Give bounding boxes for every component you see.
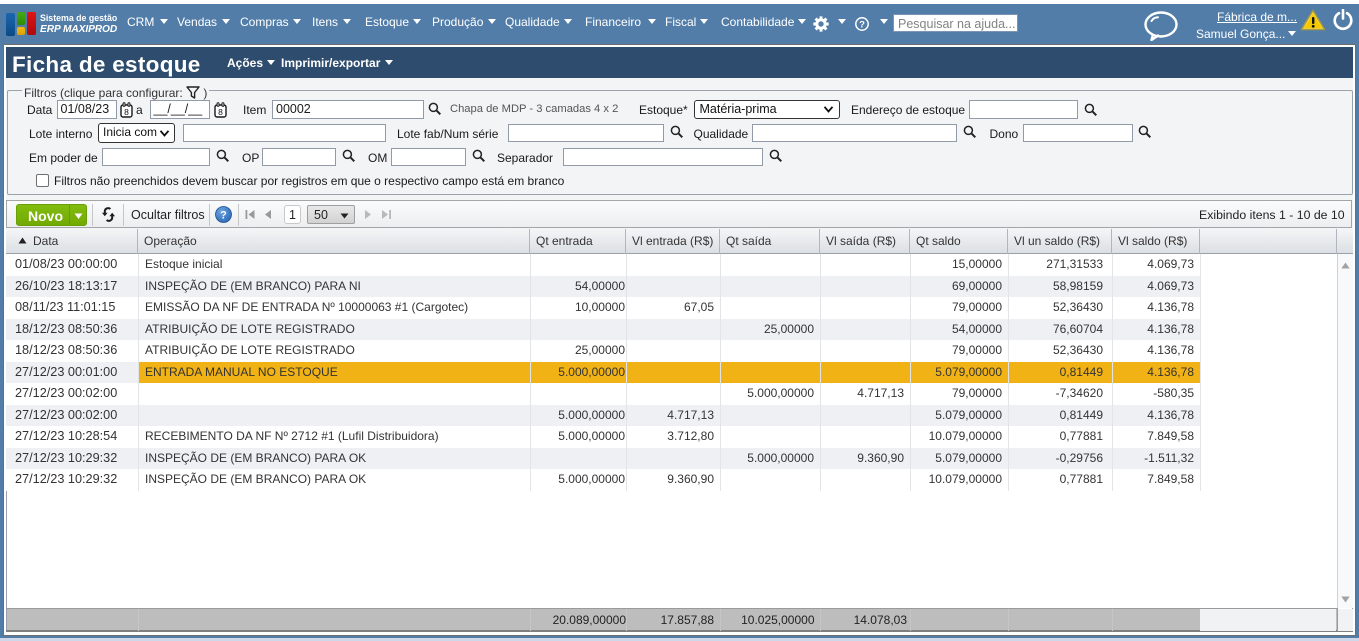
svg-text:8: 8 <box>218 106 223 116</box>
svg-text:?: ? <box>859 19 865 30</box>
svg-text:?: ? <box>220 210 227 222</box>
svg-text:8: 8 <box>124 106 129 116</box>
